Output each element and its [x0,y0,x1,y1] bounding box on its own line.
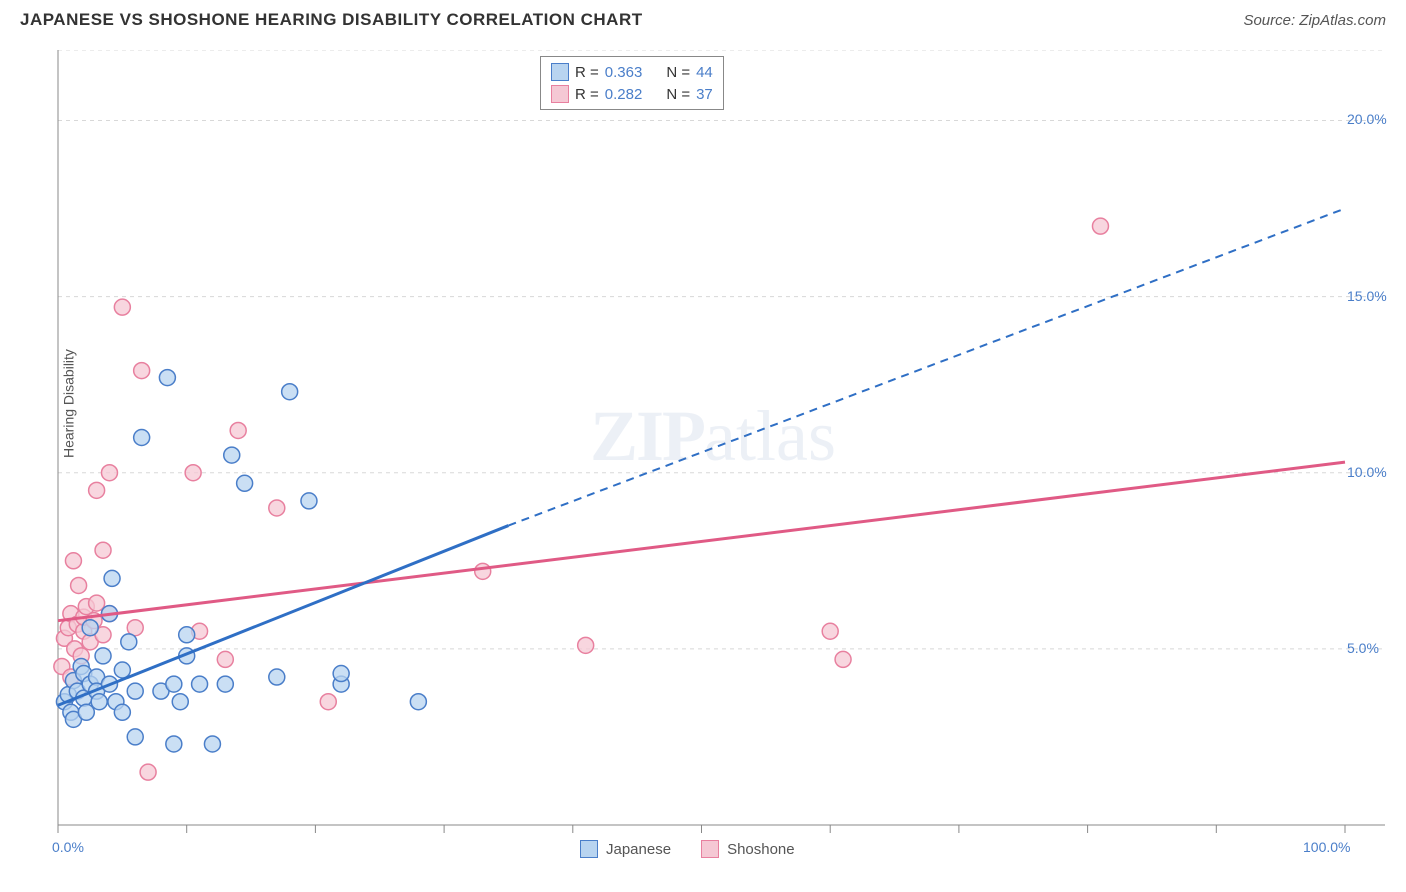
axis-tick-label: 10.0% [1347,464,1387,480]
swatch-shoshone-icon [701,840,719,858]
swatch-japanese [551,63,569,81]
stats-row-shoshone: R = 0.282 N = 37 [551,83,713,105]
axis-tick-label: 20.0% [1347,111,1387,127]
legend-item-shoshone: Shoshone [701,840,795,858]
axis-tick-label: 15.0% [1347,288,1387,304]
series-legend: Japanese Shoshone [580,840,795,858]
legend-label-japanese: Japanese [606,841,671,858]
chart-container: Hearing Disability ZIPatlas R = 0.363 N … [50,50,1390,850]
legend-label-shoshone: Shoshone [727,841,795,858]
swatch-japanese-icon [580,840,598,858]
axis-tick-label: 5.0% [1347,640,1379,656]
stats-row-japanese: R = 0.363 N = 44 [551,61,713,83]
source-label: Source: ZipAtlas.com [1243,12,1386,29]
legend-item-japanese: Japanese [580,840,671,858]
swatch-shoshone [551,85,569,103]
stats-legend: R = 0.363 N = 44 R = 0.282 N = 37 [540,56,724,110]
axis-tick-label: 0.0% [52,839,84,855]
axis-tick-label: 100.0% [1303,839,1350,855]
chart-title: JAPANESE VS SHOSHONE HEARING DISABILITY … [20,10,643,30]
scatter-plot [50,50,1390,850]
